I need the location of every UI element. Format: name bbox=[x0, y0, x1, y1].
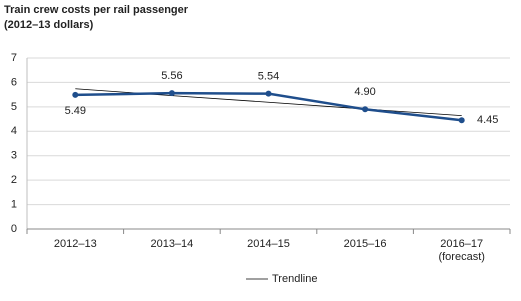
chart-subtitle: (2012–13 dollars) bbox=[4, 19, 94, 31]
y-tick-label: 5 bbox=[11, 101, 17, 113]
x-tick-label: 2013–14 bbox=[150, 238, 194, 250]
data-point bbox=[362, 106, 369, 113]
data-point bbox=[265, 90, 272, 97]
data-point bbox=[72, 91, 79, 98]
x-tick-label: 2012–13 bbox=[53, 238, 97, 250]
y-tick-label: 1 bbox=[11, 198, 17, 210]
y-tick-label: 7 bbox=[11, 52, 17, 64]
data-point bbox=[168, 90, 175, 97]
x-tick-label: 2015–16 bbox=[343, 238, 387, 250]
data-point bbox=[458, 117, 465, 124]
x-tick-label: 2016–17 (forecast) bbox=[438, 238, 485, 263]
data-label: 5.49 bbox=[65, 105, 86, 117]
data-label: 4.90 bbox=[354, 86, 375, 98]
y-tick-label: 6 bbox=[11, 76, 17, 88]
data-label: 5.56 bbox=[161, 70, 182, 82]
x-tick-label: 2014–15 bbox=[247, 238, 290, 250]
chart-title: Train crew costs per rail passenger bbox=[4, 4, 189, 16]
y-tick-label: 4 bbox=[11, 125, 17, 137]
data-label: 5.54 bbox=[258, 71, 279, 83]
legend-label: Trendline bbox=[272, 273, 317, 285]
data-label: 4.45 bbox=[477, 114, 498, 126]
y-tick-label: 0 bbox=[11, 223, 17, 235]
y-tick-label: 2 bbox=[11, 174, 17, 186]
y-tick-label: 3 bbox=[11, 150, 17, 162]
